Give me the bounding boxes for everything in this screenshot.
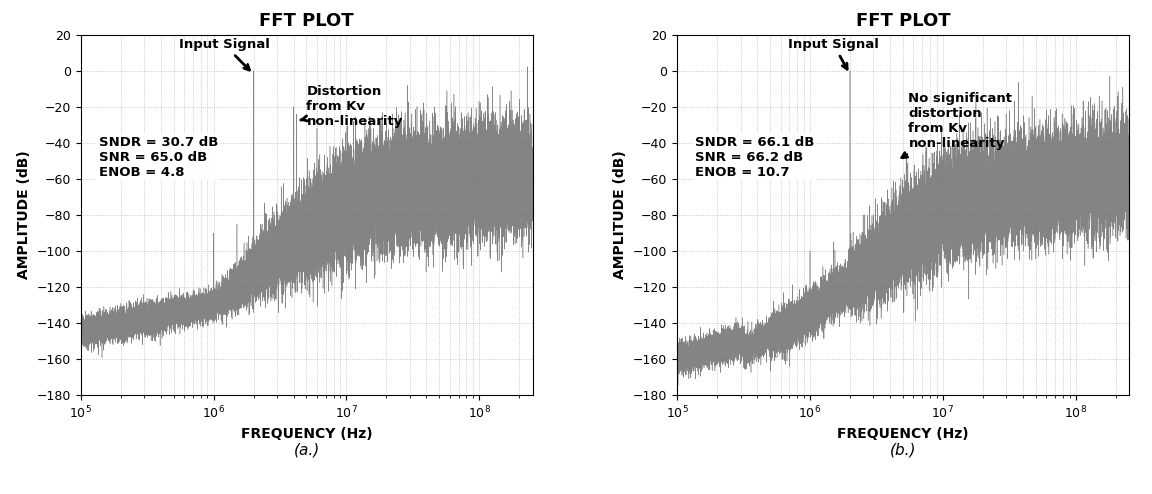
- Title: FFT PLOT: FFT PLOT: [856, 12, 950, 30]
- Text: Input Signal: Input Signal: [179, 38, 270, 70]
- Text: SNDR = 66.1 dB
SNR = 66.2 dB
ENOB = 10.7: SNDR = 66.1 dB SNR = 66.2 dB ENOB = 10.7: [695, 135, 814, 178]
- Text: Distortion
from Kv
non-linearity: Distortion from Kv non-linearity: [301, 85, 403, 128]
- Text: (b.): (b.): [889, 442, 916, 457]
- Text: Input Signal: Input Signal: [788, 38, 879, 69]
- Text: (a.): (a.): [294, 442, 320, 457]
- Y-axis label: AMPLITUDE (dB): AMPLITUDE (dB): [614, 151, 628, 279]
- Text: No significant
distortion
from Kv
non-linearity: No significant distortion from Kv non-li…: [902, 92, 1013, 158]
- Title: FFT PLOT: FFT PLOT: [259, 12, 354, 30]
- X-axis label: FREQUENCY (Hz): FREQUENCY (Hz): [838, 427, 969, 441]
- Text: SNDR = 30.7 dB
SNR = 65.0 dB
ENOB = 4.8: SNDR = 30.7 dB SNR = 65.0 dB ENOB = 4.8: [99, 135, 218, 178]
- X-axis label: FREQUENCY (Hz): FREQUENCY (Hz): [241, 427, 372, 441]
- Y-axis label: AMPLITUDE (dB): AMPLITUDE (dB): [17, 151, 31, 279]
